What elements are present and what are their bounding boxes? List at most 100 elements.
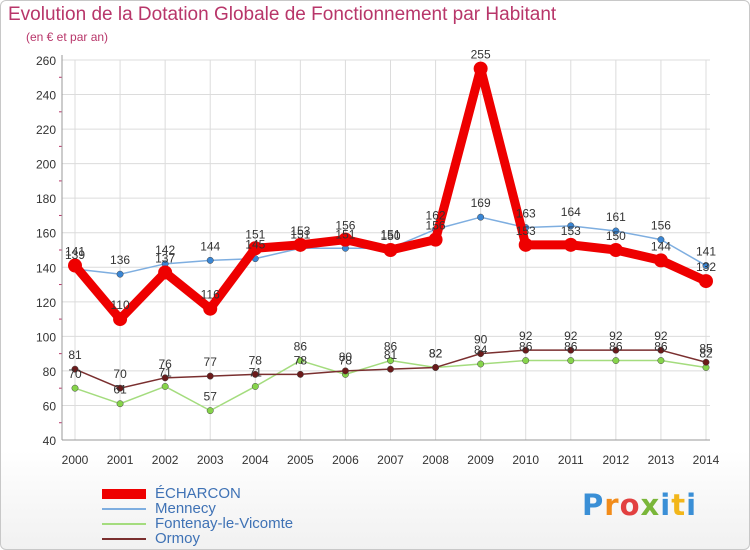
data-point (518, 237, 533, 252)
data-label: 71 (158, 365, 172, 379)
x-tick-label: 2004 (242, 453, 269, 467)
x-tick-label: 2000 (62, 453, 89, 467)
chart-title: Evolution de la Dotation Globale de Fonc… (8, 4, 557, 25)
data-label: 151 (245, 227, 265, 241)
data-point (477, 213, 485, 221)
legend-swatch (102, 523, 146, 525)
data-point (387, 365, 394, 373)
data-point (383, 243, 398, 257)
data-point (206, 256, 214, 264)
y-tick-label: 60 (43, 399, 57, 413)
logo-letter: o (619, 488, 641, 522)
x-tick-label: 2009 (467, 453, 494, 467)
y-tick-label: 100 (36, 330, 56, 344)
data-label: 144 (200, 239, 220, 253)
data-label: 153 (516, 224, 536, 238)
data-label: 116 (201, 288, 220, 302)
x-tick-label: 2008 (422, 453, 449, 467)
data-point (161, 374, 169, 382)
y-tick-label: 160 (36, 227, 56, 241)
data-label: 82 (429, 346, 443, 360)
data-label: 151 (380, 227, 400, 241)
data-label: 86 (564, 340, 578, 354)
x-tick-label: 2002 (152, 453, 179, 467)
data-label: 139 (65, 248, 85, 262)
y-tick-label: 180 (36, 192, 56, 206)
data-label: 85 (699, 341, 713, 355)
data-point (657, 236, 665, 244)
legend-label: Ormoy (155, 530, 200, 547)
data-point (612, 227, 620, 235)
data-point (702, 262, 710, 269)
data-label: 78 (249, 353, 263, 367)
data-point (116, 384, 124, 392)
y-tick-label: 200 (36, 158, 56, 172)
x-tick-label: 2010 (512, 453, 539, 467)
data-point (71, 384, 79, 392)
data-point (473, 61, 488, 76)
logo-letter: x (640, 488, 661, 522)
data-label: 70 (113, 367, 127, 381)
data-point (657, 357, 665, 364)
data-label: 255 (471, 48, 491, 62)
legend-swatch (102, 489, 146, 499)
data-label: 82 (699, 346, 713, 360)
data-point (387, 357, 394, 364)
logo-letter: r (604, 488, 620, 522)
data-label: 86 (609, 340, 623, 354)
data-point (293, 237, 308, 252)
data-point (477, 350, 485, 358)
data-label: 144 (651, 239, 671, 253)
data-label: 81 (68, 348, 82, 362)
y-tick-label: 80 (43, 365, 57, 379)
data-label: 169 (471, 196, 491, 210)
data-label: 90 (474, 333, 488, 347)
proxiti-logo: Proxiti (582, 488, 697, 522)
data-label: 86 (384, 340, 398, 354)
data-label: 150 (380, 229, 400, 243)
data-label: 162 (426, 208, 446, 222)
data-point (608, 243, 623, 257)
data-label: 92 (609, 329, 623, 343)
data-point (699, 274, 713, 289)
data-label: 150 (606, 229, 626, 243)
data-label: 86 (519, 340, 533, 354)
data-point (158, 265, 173, 280)
x-tick-label: 2006 (332, 453, 359, 467)
data-label: 153 (561, 224, 581, 238)
data-point (653, 253, 668, 268)
data-point (522, 357, 530, 364)
data-label: 137 (155, 251, 175, 265)
data-label: 153 (290, 224, 310, 238)
data-label: 161 (606, 210, 626, 224)
logo-letter: P (582, 488, 605, 522)
x-tick-label: 2011 (558, 453, 584, 467)
data-point (116, 400, 124, 408)
data-point (248, 241, 263, 256)
data-label: 77 (204, 355, 218, 369)
data-label: 71 (249, 365, 263, 379)
data-label: 164 (561, 205, 581, 219)
data-label: 142 (155, 243, 175, 257)
data-point (477, 360, 485, 368)
logo-letter: t (671, 488, 687, 522)
data-point (612, 357, 620, 364)
data-label: 145 (245, 238, 265, 252)
y-tick-label: 220 (36, 123, 56, 137)
data-point (206, 407, 214, 415)
x-tick-label: 2007 (377, 453, 404, 467)
data-label: 92 (519, 329, 533, 343)
legend-label: ÉCHARCON (155, 485, 241, 502)
data-label: 151 (290, 227, 310, 241)
legend-swatch (102, 538, 146, 540)
data-point (68, 258, 82, 273)
logo-letter: i (660, 488, 672, 522)
data-label: 61 (113, 383, 127, 397)
data-label: 78 (294, 353, 308, 367)
x-tick-label: 2013 (648, 453, 675, 467)
x-tick-label: 2001 (107, 453, 134, 467)
data-label: 80 (339, 350, 353, 364)
data-label: 110 (111, 298, 130, 312)
data-point (657, 346, 665, 354)
